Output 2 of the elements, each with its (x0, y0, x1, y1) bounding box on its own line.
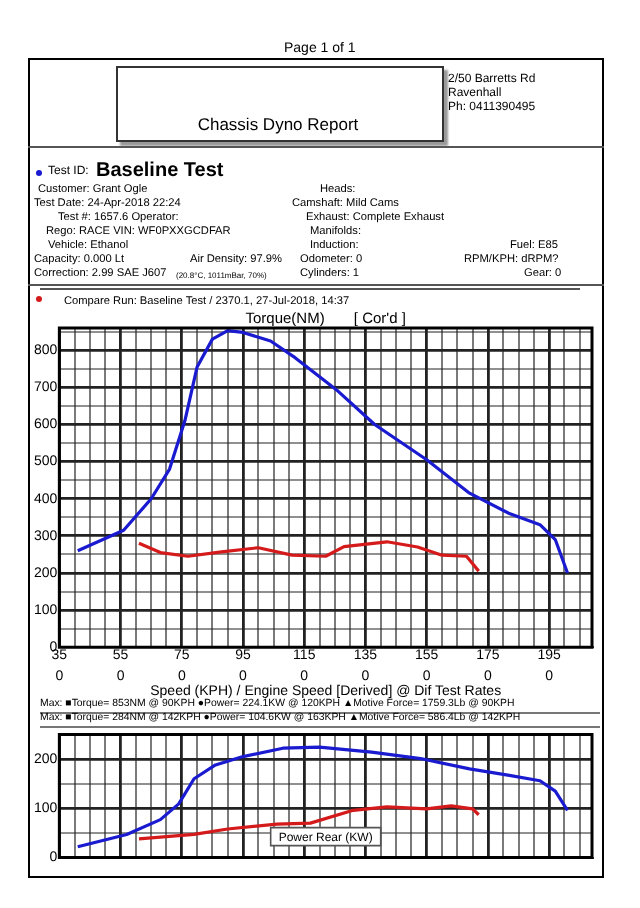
text: Chassis Dyno Report (197, 114, 359, 135)
text: Baseline Test (96, 160, 224, 182)
